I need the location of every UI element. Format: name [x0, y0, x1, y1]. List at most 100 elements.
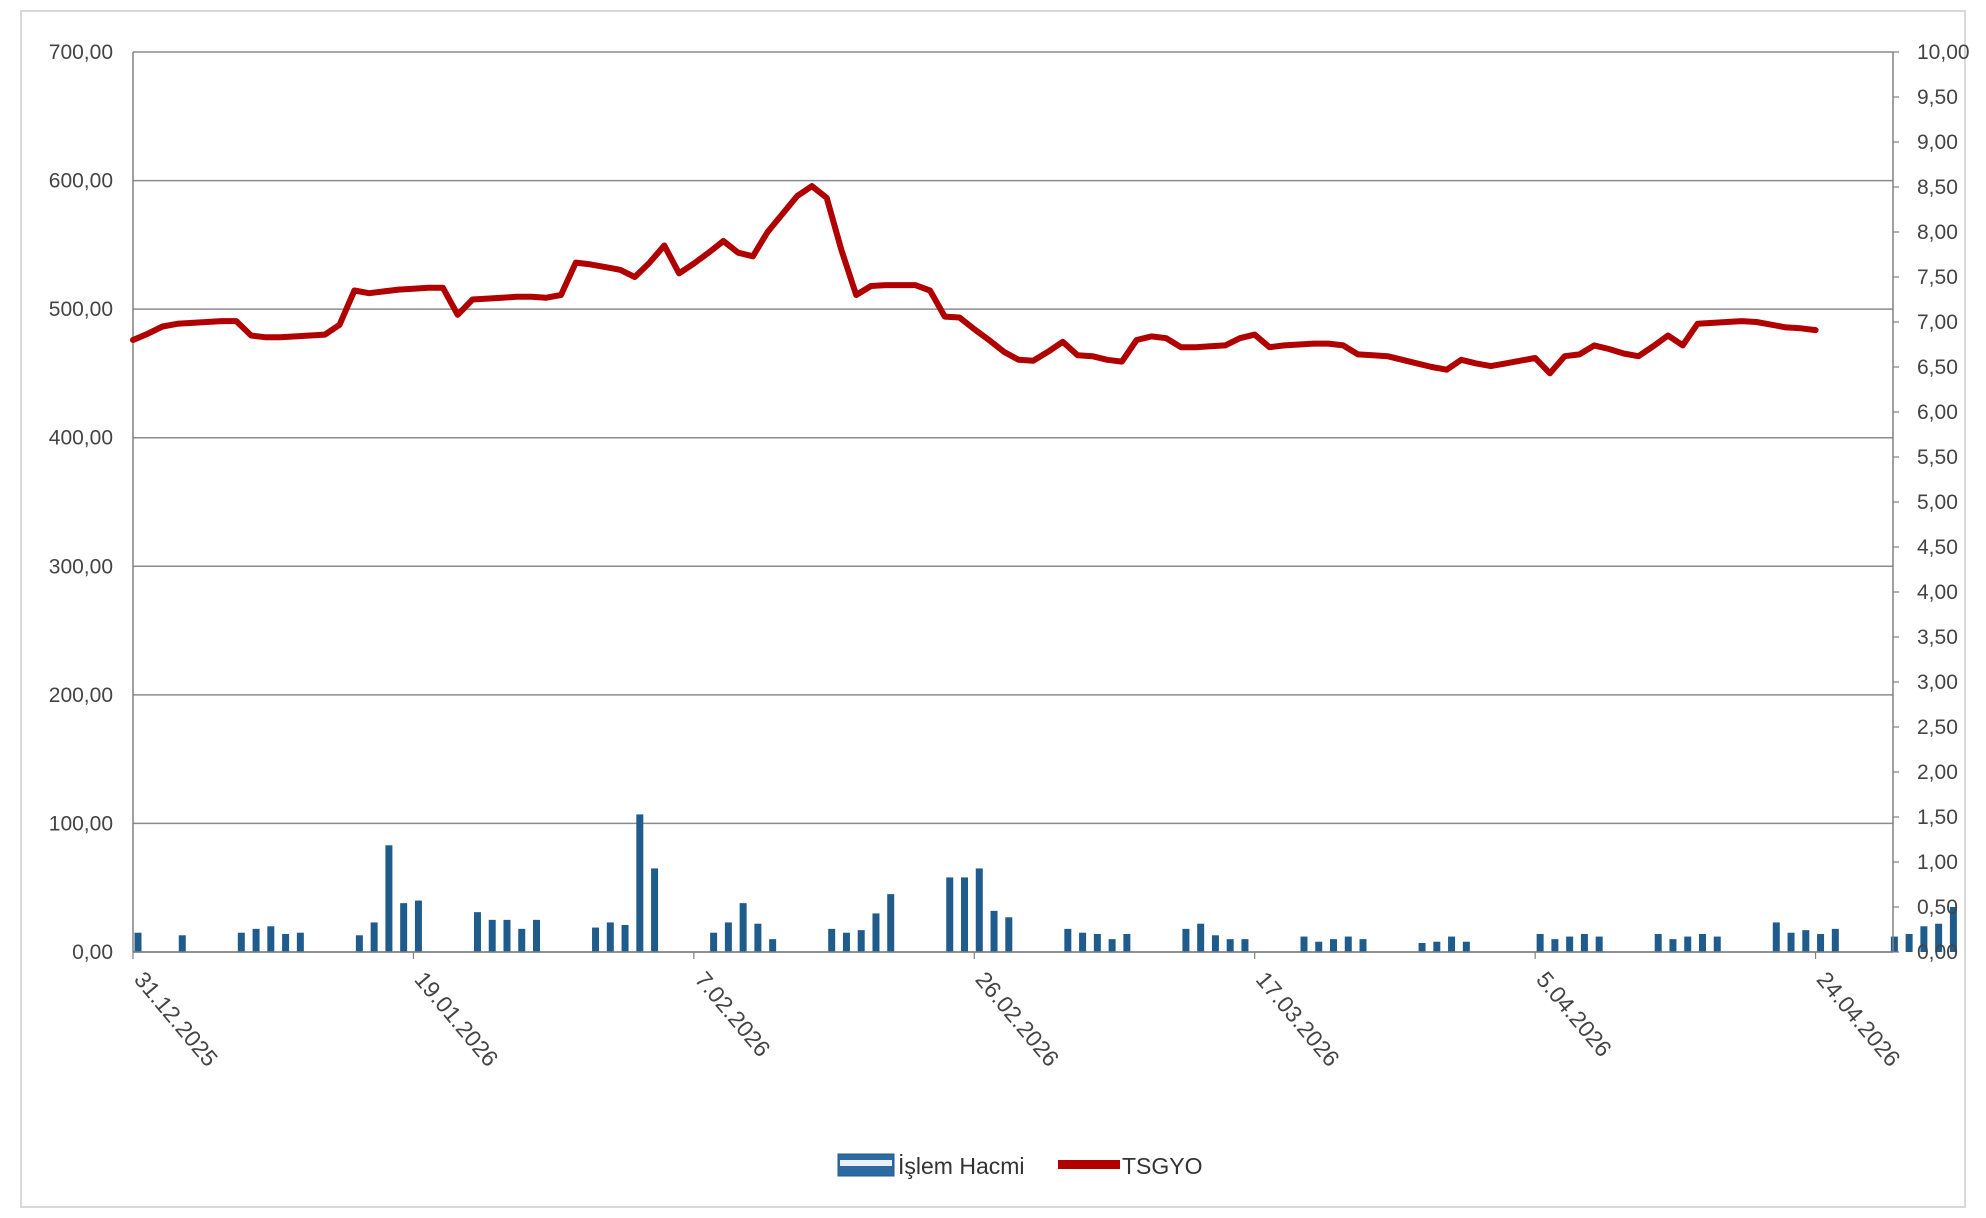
y-tick-left: 400,00 [49, 427, 113, 450]
volume-bar [1890, 936, 1898, 952]
y-tick-right: 1,50 [1917, 806, 1958, 829]
y-tick-right: 4,00 [1917, 581, 1958, 604]
legend-swatch-price [1058, 1160, 1120, 1169]
volume-bar [769, 939, 777, 952]
volume-bar [1211, 935, 1219, 952]
y-tick-right: 6,50 [1917, 356, 1958, 379]
legend-swatch-volume-highlight [840, 1160, 892, 1166]
volume-bar [1935, 923, 1943, 952]
volume-bar [1344, 936, 1352, 952]
x-tick-label: 7.02.2026 [690, 967, 776, 1062]
x-tick-label: 5.04.2026 [1531, 967, 1617, 1062]
y-tick-right: 9,00 [1917, 131, 1958, 154]
x-tick-label: 17.03.2026 [1251, 967, 1345, 1072]
y-tick-right: 8,00 [1917, 221, 1958, 244]
volume-bar [739, 903, 747, 952]
volume-bar [1462, 941, 1470, 952]
volume-bar [1315, 941, 1323, 952]
volume-bar [355, 935, 363, 952]
volume-bar [296, 932, 304, 952]
x-axis-labels: 31.12.2025 19.01.2026 7.02.2026 26.02.2026 1… [129, 952, 1906, 1072]
volume-bar [1802, 930, 1810, 952]
y-tick-left: 700,00 [49, 41, 113, 64]
volume-bar [1359, 939, 1367, 952]
y-tick-right: 1,00 [1917, 851, 1958, 874]
y-tick-right: 2,00 [1917, 761, 1958, 784]
volume-bar [857, 930, 865, 952]
grid-lines [133, 51, 1893, 953]
volume-bar [990, 910, 998, 952]
price-line-group [130, 183, 1819, 377]
x-tick-label: 19.01.2026 [410, 967, 504, 1072]
volume-bar [1005, 917, 1013, 952]
volume-bar [1123, 934, 1131, 952]
volume-bar [1566, 936, 1574, 952]
volume-bar [1920, 926, 1928, 952]
volume-bar [252, 928, 260, 952]
volume-bar [134, 932, 142, 952]
volume-bar [533, 919, 541, 952]
volume-bar [872, 913, 880, 952]
volume-bar [710, 932, 718, 952]
volume-bar [606, 922, 614, 952]
volume-bar [488, 919, 496, 952]
volume-bar [636, 814, 644, 952]
volume-bar [1787, 932, 1795, 952]
volume-bar [1831, 928, 1839, 952]
y-tick-right: 7,00 [1917, 311, 1958, 334]
volume-bar [621, 925, 629, 952]
y-tick-right: 5,50 [1917, 446, 1958, 469]
volume-bar [975, 868, 983, 952]
volume-bar [828, 928, 836, 952]
volume-bar [1713, 936, 1721, 952]
y-tick-left: 500,00 [49, 298, 113, 321]
volume-bar [592, 927, 600, 952]
y-tick-left: 600,00 [49, 170, 113, 193]
y-tick-right: 3,50 [1917, 626, 1958, 649]
volume-bar [1226, 939, 1234, 952]
volume-bar [1064, 928, 1072, 952]
y-tick-right: 2,50 [1917, 716, 1958, 739]
axes [132, 52, 1894, 953]
y-axis-right-labels: 0,00 0,50 1,00 1,50 2,00 2,50 3,00 3,50 4,00 4,50… [1893, 41, 1970, 964]
y-tick-right: 4,50 [1917, 536, 1958, 559]
legend-label-volume: İşlem Hacmi [898, 1153, 1025, 1179]
volume-bar [1817, 934, 1825, 952]
volume-bar [1433, 941, 1441, 952]
volume-bar [1182, 928, 1190, 952]
volume-bar [887, 894, 895, 952]
volume-bar [178, 935, 186, 952]
volume-bar [1654, 934, 1662, 952]
volume-bar [1108, 939, 1116, 952]
volume-bar [1684, 936, 1692, 952]
y-tick-left: 300,00 [49, 555, 113, 578]
x-tick-label: 24.04.2026 [1812, 967, 1906, 1072]
y-tick-right: 3,00 [1917, 671, 1958, 694]
volume-bar [1595, 936, 1603, 952]
volume-bar [1905, 934, 1913, 952]
volume-bar [1669, 939, 1677, 952]
y-tick-left: 0,00 [72, 941, 113, 964]
volume-bar [385, 845, 393, 952]
volume-bar [473, 912, 481, 952]
y-tick-left: 200,00 [49, 684, 113, 707]
legend: İşlem Hacmi TSGYO [837, 1153, 1203, 1179]
volume-bar [1330, 939, 1338, 952]
volume-bar [267, 926, 275, 952]
y-tick-right: 10,00 [1917, 41, 1970, 64]
y-tick-right: 6,00 [1917, 401, 1958, 424]
y-axis-left-labels: 0,00 100,00 200,00 300,00 400,00 500,00 600,00… [49, 41, 113, 964]
volume-bar [651, 868, 659, 952]
y-tick-right: 0,50 [1917, 896, 1958, 919]
volume-bar [1949, 907, 1957, 952]
volume-bar [1197, 923, 1205, 952]
x-tick-label: 26.02.2026 [970, 967, 1064, 1072]
volume-bar [400, 903, 408, 952]
volume-bar [414, 900, 422, 952]
volume-bar [370, 922, 378, 952]
volume-bar [1698, 934, 1706, 952]
volume-bar [1093, 934, 1101, 952]
volume-bar [503, 919, 511, 952]
legend-label-price: TSGYO [1122, 1153, 1203, 1179]
